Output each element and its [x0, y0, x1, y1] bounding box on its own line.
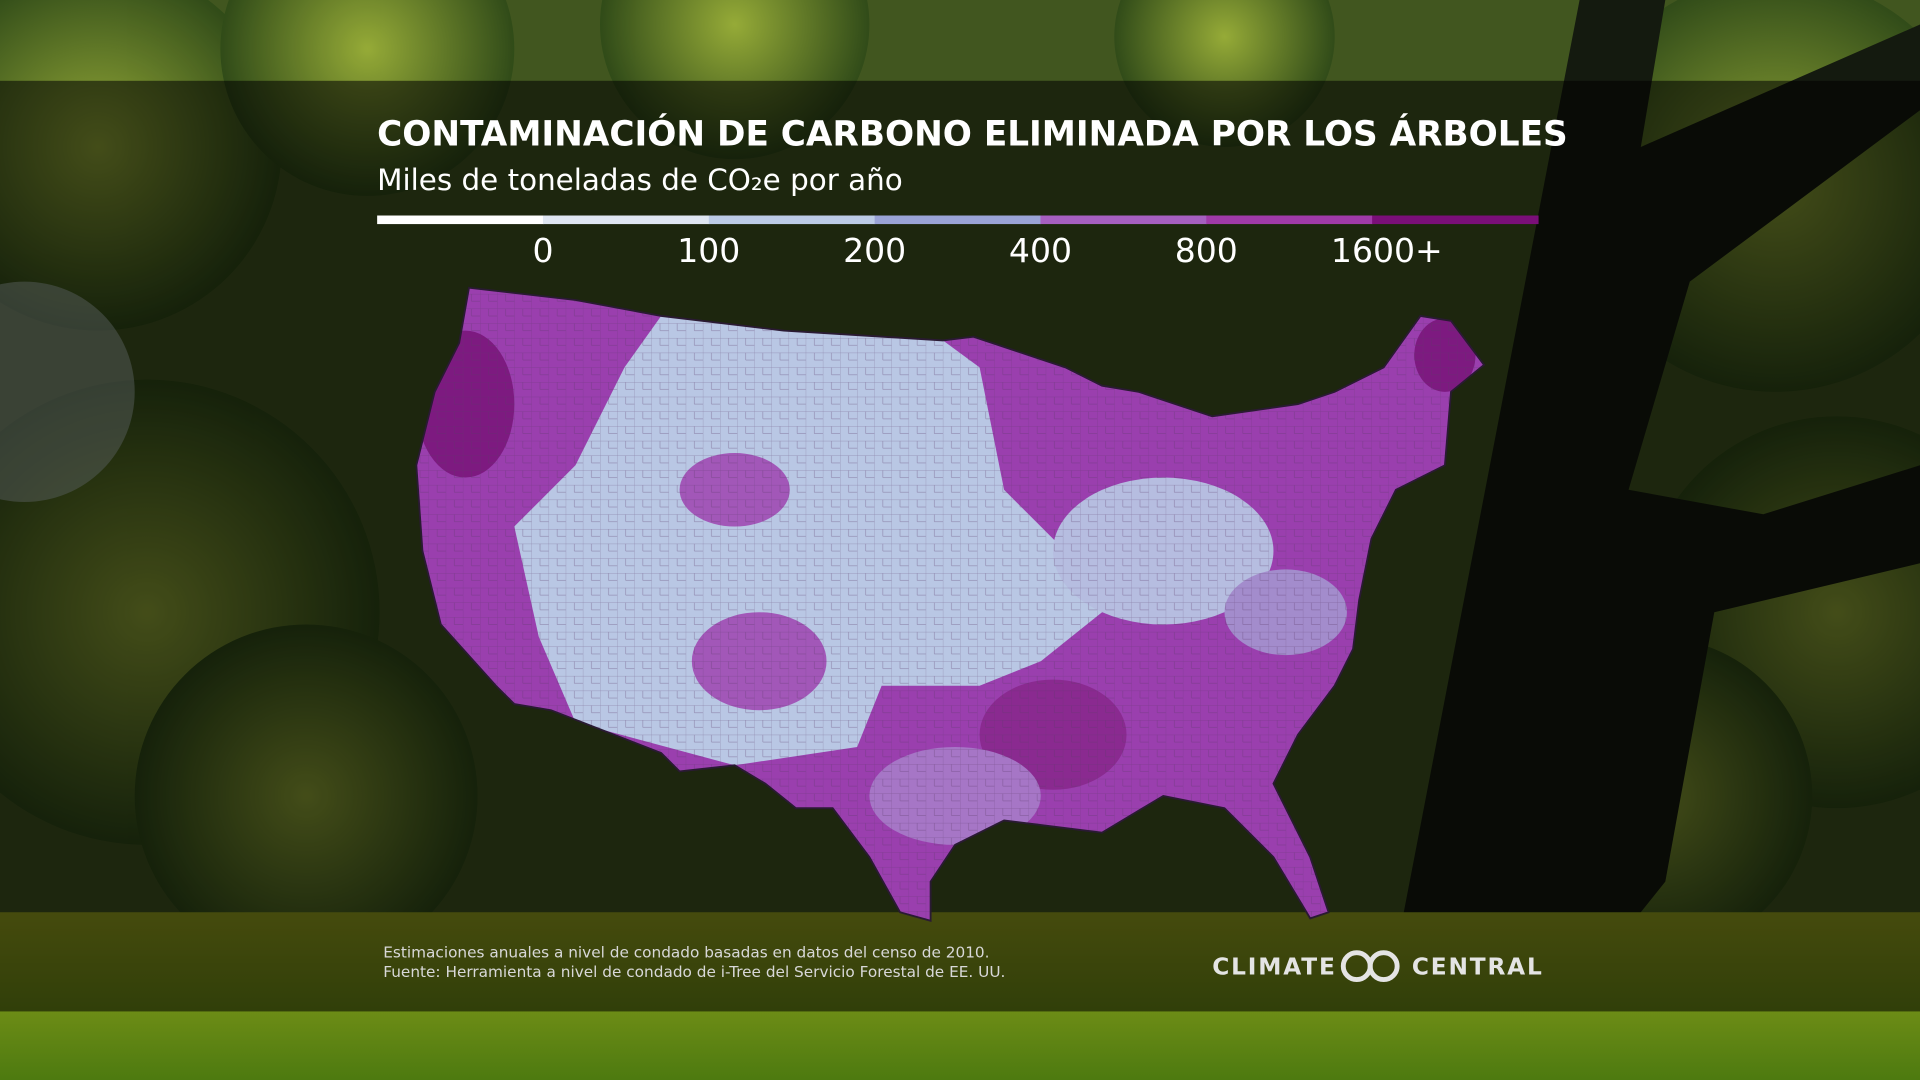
legend-label: 1600+ — [1331, 231, 1443, 270]
logo-text: CLIMATE — [1212, 954, 1336, 981]
legend: 0 100 200 400 800 1600+ — [377, 215, 1539, 270]
legend-swatch — [542, 215, 710, 225]
legend-label: 100 — [677, 231, 740, 270]
legend-label: 200 — [843, 231, 906, 270]
legend-label: 800 — [1175, 231, 1238, 270]
footnote: Fuente: Herramienta a nivel de condado d… — [383, 963, 1005, 981]
footnote: Estimaciones anuales a nivel de condado … — [383, 944, 989, 962]
legend-swatch — [1206, 215, 1373, 225]
title: CONTAMINACIÓN DE CARBONO ELIMINADA POR L… — [377, 114, 1568, 155]
legend-swatch — [377, 215, 544, 225]
legend-swatch — [1040, 215, 1207, 225]
legend-label: 0 — [532, 231, 553, 270]
legend-swatch — [708, 215, 876, 225]
logo-mark — [1340, 950, 1400, 983]
subtitle: Miles de toneladas de CO₂e por año — [377, 163, 903, 197]
legend-label: 400 — [1009, 231, 1072, 270]
legend-swatch — [1372, 215, 1539, 225]
legend-swatch — [874, 215, 1042, 225]
logo-text: CENTRAL — [1412, 954, 1544, 981]
